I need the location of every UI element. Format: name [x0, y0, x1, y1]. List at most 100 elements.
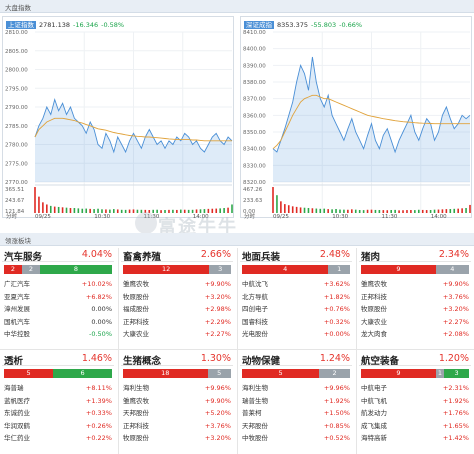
stock-row[interactable]: 天邦股份 +5.20%: [123, 407, 231, 420]
sector-card[interactable]: 航空装备 1.20% 9 1 3 中航电子 +2.31% 中航飞机 +1.92% 航发动力 +1.7…: [359, 351, 471, 454]
y-tick-label: 2790.00: [5, 105, 28, 111]
stock-change: +0.22%: [85, 434, 112, 443]
stock-row[interactable]: 中航飞机 +1.92%: [361, 395, 469, 408]
x-tick-label: 11:30: [144, 214, 160, 219]
stock-row[interactable]: 航发动力 +1.76%: [361, 407, 469, 420]
stock-change: +1.92%: [442, 396, 469, 405]
stock-change: +9.90%: [204, 396, 231, 405]
stock-row[interactable]: 普莱柯 +1.50%: [242, 407, 350, 420]
stock-row[interactable]: 雏鹰农牧 +9.90%: [123, 395, 231, 408]
y-tick-label: 2770.00: [5, 180, 28, 186]
sector-card[interactable]: 地面兵装 2.48% 4 1 中航沈飞 +3.62% 北方导航 +1.82% 四创电子 +0.76…: [240, 247, 352, 350]
stock-row[interactable]: 中航沈飞 +3.62%: [242, 278, 350, 291]
stock-row[interactable]: 雏鹰农牧 +9.90%: [361, 278, 469, 291]
volume-bar: [284, 204, 286, 213]
stock-row[interactable]: 海普瑞 +8.11%: [4, 382, 112, 395]
stock-change: +0.32%: [323, 317, 350, 326]
stock-row[interactable]: 牧原股份 +3.20%: [123, 432, 231, 445]
stock-row[interactable]: 北方导航 +1.82%: [242, 291, 350, 304]
stock-row[interactable]: 亚夏汽车 +6.82%: [4, 291, 112, 304]
stock-row[interactable]: 大康农业 +2.27%: [361, 316, 469, 329]
volume-bar: [231, 204, 233, 213]
sector-change: 1.46%: [81, 353, 112, 364]
stock-row[interactable]: 龙大肉食 +2.08%: [361, 328, 469, 341]
y-tick-label: 2795.00: [5, 86, 28, 92]
stock-row[interactable]: 漳州发展 0.00%: [4, 303, 112, 316]
volume-bar: [382, 210, 385, 213]
shanghai-chart-head: 上证指数 2781.138 -16.346 -0.58%: [6, 19, 124, 29]
volume-bar: [53, 206, 56, 213]
stock-row[interactable]: 海特高新 +1.42%: [361, 432, 469, 445]
stock-change: +0.33%: [85, 409, 112, 418]
watermark: 富途牛牛: [158, 217, 238, 238]
volume-bar: [295, 206, 298, 213]
price-area: [35, 99, 232, 182]
stock-row[interactable]: 瑞普生物 +1.92%: [242, 395, 350, 408]
stock-row[interactable]: 广汇汽车 +10.02%: [4, 278, 112, 291]
sector-name: 航空装备: [361, 356, 400, 367]
stock-name: 中牧股份: [242, 434, 268, 443]
volume-bar: [65, 207, 68, 213]
stock-row[interactable]: 华仁药业 +0.22%: [4, 432, 112, 445]
stock-row[interactable]: 福成股份 +2.98%: [123, 303, 231, 316]
stock-row[interactable]: 中航电子 +2.31%: [361, 382, 469, 395]
stock-row[interactable]: 大康农业 +2.27%: [123, 328, 231, 341]
stock-change: +9.96%: [323, 384, 350, 392]
stock-row[interactable]: 华润双鹤 +0.26%: [4, 420, 112, 433]
shanghai-chart-svg: 2810.00 2805.00 2800.00 2795.00 2790.00 2785.…: [5, 30, 233, 219]
stock-row[interactable]: 海利生物 +9.96%: [242, 382, 350, 395]
stock-row[interactable]: 四创电子 +0.76%: [242, 303, 350, 316]
stock-name: 蓝帆医疗: [4, 396, 30, 405]
stock-change: +3.76%: [204, 421, 231, 430]
stock-row[interactable]: 正邦科技 +2.29%: [123, 316, 231, 329]
sector-card[interactable]: 动物保健 1.24% 5 2 海利生物 +9.96% 瑞普生物 +1.92% 普莱柯 +1.50%…: [240, 351, 352, 454]
shanghai-index-chart[interactable]: 2810.00 2805.00 2800.00 2795.00 2790.00 2785.…: [2, 16, 234, 219]
volume-bar: [323, 208, 326, 213]
volume-bar: [148, 210, 151, 213]
stock-change: +0.00%: [323, 330, 350, 339]
volume-bar: [179, 209, 182, 213]
volume-bar: [187, 209, 190, 213]
sector-card[interactable]: 汽车服务 4.04% 2 2 8 广汇汽车 +10.02% 亚夏汽车 +6.82% 漳州发展 0.0…: [2, 247, 114, 350]
sector-card[interactable]: 畜禽养殖 2.66% 12 3 雏鹰农牧 +9.90% 牧原股份 +3.20% 福成股份 +2.9…: [121, 247, 233, 350]
volume-bar: [116, 209, 119, 213]
stock-change: +1.42%: [442, 434, 469, 443]
stock-row[interactable]: 国睿科技 +0.32%: [242, 316, 350, 329]
divider: [118, 248, 119, 454]
stock-row[interactable]: 国机汽车 0.00%: [4, 316, 112, 329]
volume-bar: [437, 209, 440, 213]
volume-bar: [398, 210, 400, 213]
price-line: [34, 97, 233, 154]
stock-change: +10.02%: [81, 280, 112, 288]
stock-change: +1.76%: [442, 409, 469, 418]
stock-row[interactable]: 中华控股 -0.50%: [4, 328, 112, 341]
stock-name: 牧原股份: [123, 292, 149, 301]
stock-row[interactable]: 中牧股份 +0.52%: [242, 432, 350, 445]
stock-row[interactable]: 成飞集成 +1.65%: [361, 420, 469, 433]
volume-bar: [144, 209, 147, 213]
volume-bar: [386, 210, 389, 213]
stock-row[interactable]: 牧原股份 +3.20%: [123, 291, 231, 304]
sector-card[interactable]: 生猪概念 1.30% 18 5 海利生物 +9.96% 雏鹰农牧 +9.90% 天邦股份 +5.2…: [121, 351, 233, 454]
sector-header: 猪肉 2.34%: [359, 247, 471, 263]
y-tick-label: 8390.00: [243, 63, 266, 69]
stock-row[interactable]: 正邦科技 +3.76%: [123, 420, 231, 433]
shenzhen-index-chart[interactable]: 8410.00 8400.00 8390.00 8380.00 8370.00 8360.…: [240, 16, 472, 219]
stock-row[interactable]: 东诚药业 +0.33%: [4, 407, 112, 420]
stock-row[interactable]: 天邦股份 +0.85%: [242, 420, 350, 433]
stock-row[interactable]: 蓝帆医疗 +1.39%: [4, 395, 112, 408]
stock-change: +2.27%: [442, 317, 469, 326]
sector-change: 1.30%: [200, 353, 231, 364]
stock-row[interactable]: 牧原股份 +3.20%: [361, 303, 469, 316]
sector-name: 汽车服务: [4, 252, 43, 263]
stock-row[interactable]: 正邦科技 +3.76%: [361, 291, 469, 304]
stock-row[interactable]: 雏鹰农牧 +9.90%: [123, 278, 231, 291]
stock-list: 海利生物 +9.96% 瑞普生物 +1.92% 普莱柯 +1.50% 天邦股份 +0.85% 中…: [242, 382, 350, 445]
sector-header: 生猪概念 1.30%: [121, 351, 233, 367]
sector-change: 4.04%: [81, 249, 112, 260]
stock-row[interactable]: 光电股份 +0.00%: [242, 328, 350, 341]
sector-card[interactable]: 透析 1.46% 5 6 海普瑞 +8.11% 蓝帆医疗 +1.39% 东诚药业 +0.33% 华润…: [2, 351, 114, 454]
volume-bar: [199, 209, 202, 213]
stock-row[interactable]: 海利生物 +9.96%: [123, 382, 231, 395]
sector-card[interactable]: 猪肉 2.34% 9 4 雏鹰农牧 +9.90% 正邦科技 +3.76% 牧原股份 +3.20% 大…: [359, 247, 471, 350]
